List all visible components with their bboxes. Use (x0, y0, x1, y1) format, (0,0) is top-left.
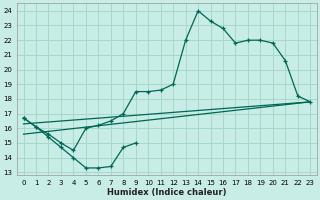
X-axis label: Humidex (Indice chaleur): Humidex (Indice chaleur) (107, 188, 227, 197)
